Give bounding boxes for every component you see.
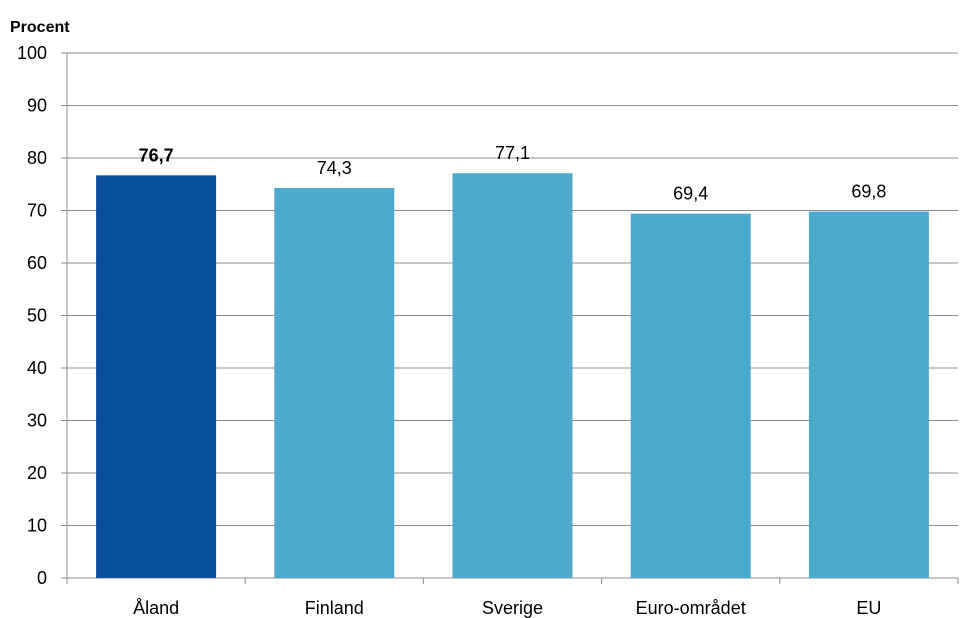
x-tick-label-1: Finland [305, 598, 364, 618]
data-label-3: 69,4 [673, 184, 708, 204]
bar-4 [808, 211, 929, 579]
data-label-4: 69,8 [851, 182, 886, 202]
y-tick-label-40: 40 [27, 358, 47, 378]
y-tick-label-90: 90 [27, 96, 47, 116]
x-tick-label-4: EU [856, 598, 881, 618]
y-tick-label-20: 20 [27, 463, 47, 483]
bar-2 [452, 173, 573, 578]
y-tick-label-70: 70 [27, 201, 47, 221]
y-tick-label-10: 10 [27, 516, 47, 536]
y-tick-label-30: 30 [27, 411, 47, 431]
y-tick-label-50: 50 [27, 306, 47, 326]
y-tick-label-80: 80 [27, 148, 47, 168]
x-tick-label-2: Sverige [482, 598, 543, 618]
data-label-1: 74,3 [317, 158, 352, 178]
data-label-0: 76,7 [139, 145, 174, 165]
y-axis-title: Procent [10, 19, 70, 36]
y-tick-label-100: 100 [17, 43, 47, 63]
x-tick-label-0: Åland [133, 598, 179, 618]
data-labels: 76,7 74,3 77,1 69,4 69,8 [139, 143, 887, 203]
y-tick-labels: 0 10 20 30 40 50 60 70 80 90 100 [17, 43, 47, 588]
bar-0 [96, 175, 217, 578]
data-label-2: 77,1 [495, 143, 530, 163]
bar-3 [630, 213, 751, 578]
bars [96, 173, 929, 579]
bar-1 [274, 187, 395, 579]
y-tick-label-60: 60 [27, 253, 47, 273]
x-tick-labels: Åland Finland Sverige Euro-området EU [133, 598, 881, 618]
y-tick-label-0: 0 [37, 568, 47, 588]
x-tick-label-3: Euro-området [636, 598, 746, 618]
